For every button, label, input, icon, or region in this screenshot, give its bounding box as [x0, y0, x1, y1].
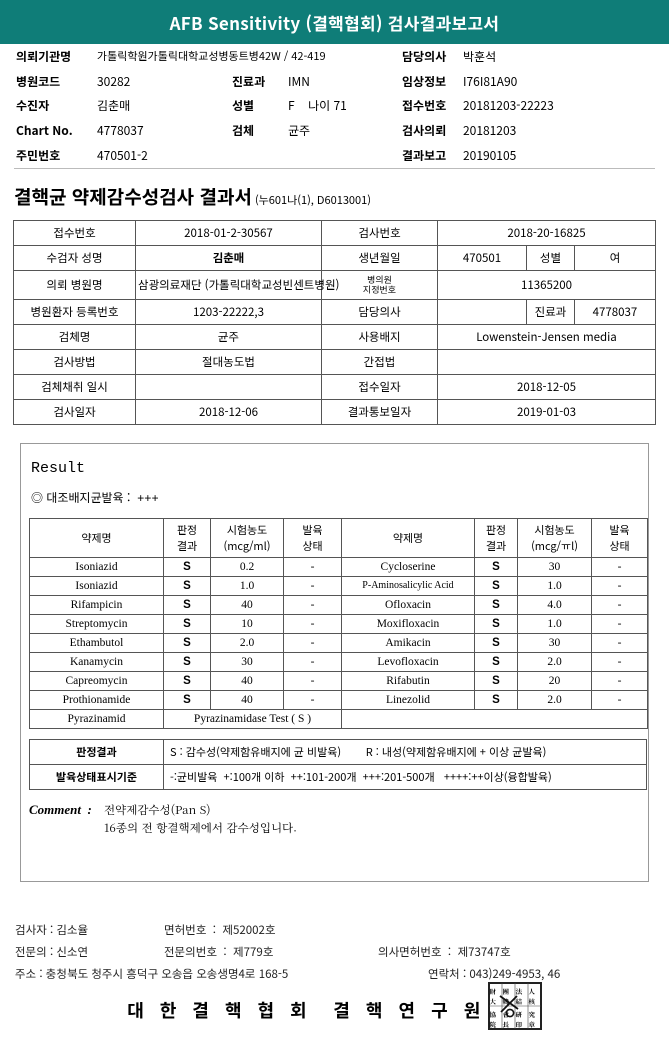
svg-text:核: 核 — [528, 997, 540, 1006]
svg-text:團: 團 — [502, 987, 514, 996]
svg-text:硏: 硏 — [515, 1010, 527, 1019]
svg-text:協: 協 — [489, 1010, 501, 1019]
svg-text:大: 大 — [489, 997, 501, 1006]
svg-text:印: 印 — [515, 1020, 527, 1029]
svg-text:法: 法 — [515, 987, 527, 996]
svg-text:章: 章 — [528, 1020, 540, 1029]
svg-text:結: 結 — [515, 997, 527, 1006]
svg-text:院: 院 — [489, 1020, 501, 1029]
svg-text:人: 人 — [528, 987, 540, 996]
svg-text:長: 長 — [501, 1020, 514, 1029]
svg-text:財: 財 — [489, 987, 501, 996]
svg-text:究: 究 — [528, 1010, 540, 1019]
